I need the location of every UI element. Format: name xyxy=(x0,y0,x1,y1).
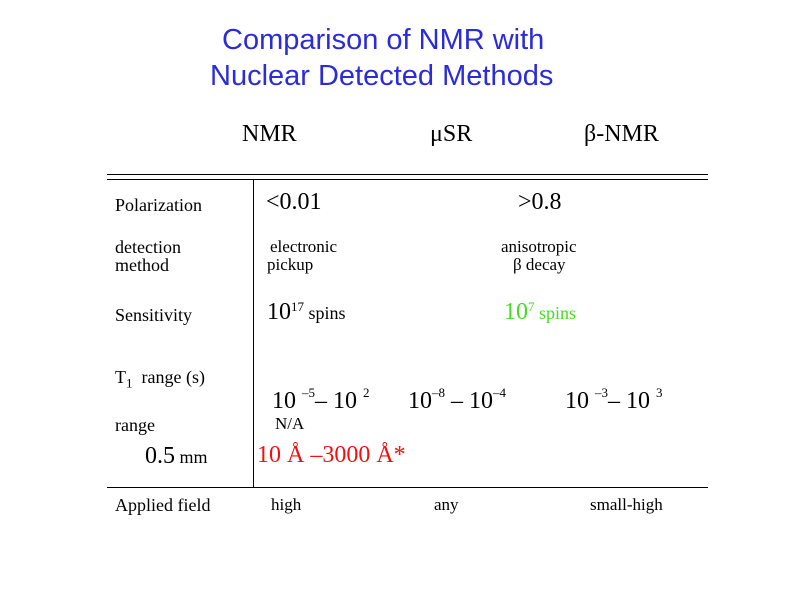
top-rule-1 xyxy=(107,174,708,175)
value-detection-nuclear-line2: β decay xyxy=(513,255,566,274)
range-implant-number: 0.5 xyxy=(145,443,175,469)
value-range-implant: 0.5 mm xyxy=(145,443,208,470)
sensitivity-nmr-exponent: 17 xyxy=(291,298,304,314)
sensitivity-nmr-base: 10 xyxy=(267,299,291,325)
t1-nmr-high: – 10 xyxy=(315,388,363,414)
t1-symbol: T xyxy=(115,367,126,387)
label-applied-field: Applied field xyxy=(115,495,211,515)
t1-beta-low: 10 xyxy=(565,388,595,414)
t1-nmr-low-exp: –5 xyxy=(302,385,315,400)
value-t1-musr: 10–8 – 10–4 xyxy=(396,361,506,415)
sensitivity-nuclear-base: 10 xyxy=(504,299,528,325)
t1-musr-low: 10 xyxy=(408,388,432,414)
title-line-2: Nuclear Detected Methods xyxy=(210,60,554,92)
top-rule-2 xyxy=(107,179,708,180)
value-t1-nmr: 10 –5– 10 2 xyxy=(260,361,370,415)
t1-nmr-high-exp: 2 xyxy=(363,385,370,400)
label-detection-line1: detection xyxy=(115,237,181,257)
column-header-beta-nmr: β-NMR xyxy=(584,121,659,147)
sensitivity-nmr-unit: spins xyxy=(304,303,346,323)
range-implant-unit: mm xyxy=(175,447,208,467)
value-t1-beta: 10 –3– 10 3 xyxy=(553,361,663,415)
column-divider xyxy=(253,180,254,487)
value-sensitivity-nmr: 1017 spins xyxy=(267,299,346,326)
title-line-1: Comparison of NMR with xyxy=(222,24,545,56)
label-detection-line2: method xyxy=(115,255,169,275)
t1-nmr-low: 10 xyxy=(272,388,302,414)
t1-beta-low-exp: –3 xyxy=(595,385,608,400)
value-range-nmr: N/A xyxy=(275,414,305,433)
column-header-musr: μSR xyxy=(430,121,473,147)
t1-musr-low-exp: –8 xyxy=(432,385,445,400)
value-detection-nmr-line2: pickup xyxy=(267,255,314,274)
label-sensitivity: Sensitivity xyxy=(115,305,193,325)
t1-subscript: 1 xyxy=(126,375,133,391)
value-field-nmr: high xyxy=(271,495,302,514)
label-range: range xyxy=(115,415,155,435)
value-polarization-nmr: <0.01 xyxy=(266,189,322,215)
t1-beta-high: – 10 xyxy=(608,388,656,414)
value-sensitivity-nuclear: 107 spins xyxy=(504,299,576,326)
value-polarization-nuclear: >0.8 xyxy=(518,189,562,215)
t1-beta-high-exp: 3 xyxy=(656,385,663,400)
value-field-beta: small-high xyxy=(590,495,663,514)
column-header-nmr: NMR xyxy=(242,121,297,147)
value-detection-nuclear-line1: anisotropic xyxy=(501,237,577,256)
t1-musr-high-exp: –4 xyxy=(493,385,506,400)
t1-range-text: range (s) xyxy=(132,367,205,387)
t1-musr-high: – 10 xyxy=(445,388,493,414)
value-detection-nmr-line1: electronic xyxy=(270,237,338,256)
value-field-musr: any xyxy=(434,495,459,514)
label-t1-range: T1 range (s) xyxy=(115,367,205,391)
sensitivity-nuclear-unit: spins xyxy=(534,303,577,323)
value-range-beta: 10 Å –3000 Å* xyxy=(257,442,406,468)
label-polarization: Polarization xyxy=(115,195,202,215)
sensitivity-nuclear-exponent: 7 xyxy=(528,298,535,314)
bottom-rule xyxy=(107,487,708,488)
